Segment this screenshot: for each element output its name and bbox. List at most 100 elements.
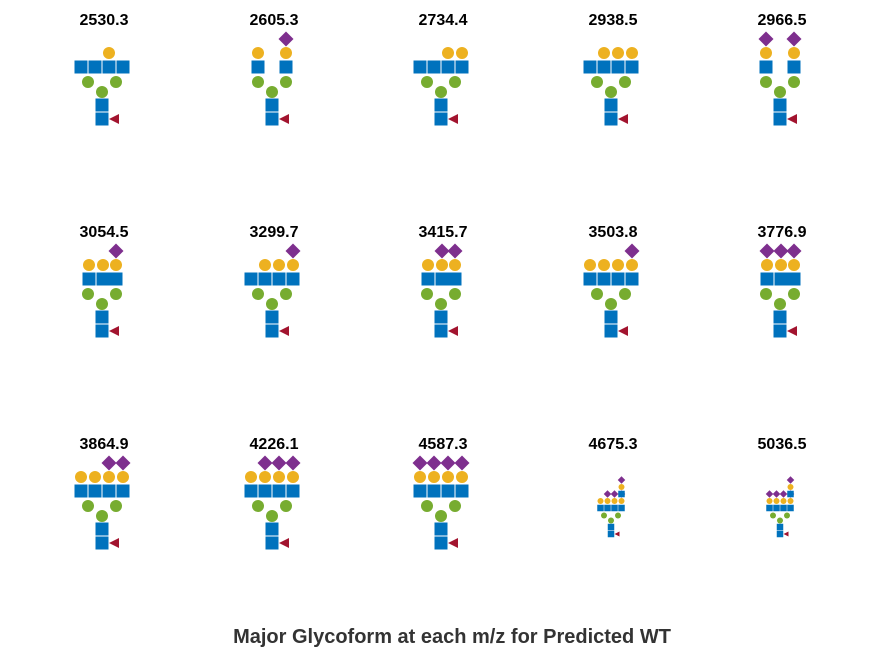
galactose-circle	[252, 47, 264, 59]
glcnac-square	[441, 60, 455, 74]
glcnac-square	[95, 536, 109, 550]
mass-label: 3054.5	[80, 224, 129, 241]
sialic-acid-diamond	[426, 455, 442, 471]
glcnac-square	[760, 272, 774, 286]
galactose-circle	[103, 47, 115, 59]
galactose-circle	[456, 47, 468, 59]
glcnac-square	[95, 112, 109, 126]
glcnac-square	[286, 484, 300, 498]
glcnac-square	[265, 536, 279, 550]
glcnac-square	[583, 60, 597, 74]
glcnac-square	[251, 60, 265, 74]
glcnac-square	[597, 272, 611, 286]
glcnac-square	[427, 484, 441, 498]
mannose-circle	[421, 500, 433, 512]
sialic-acid-diamond	[271, 455, 287, 471]
glcnac-square	[435, 272, 449, 286]
galactose-circle	[83, 259, 95, 271]
sialic-acid-diamond	[772, 490, 781, 498]
glcnac-square	[604, 310, 618, 324]
mass-label: 3503.8	[589, 224, 638, 241]
sialic-acid-diamond	[759, 243, 775, 259]
galactose-circle	[428, 471, 440, 483]
sialic-acid-diamond	[412, 455, 428, 471]
galactose-circle	[273, 259, 285, 271]
sialic-acid-diamond	[434, 243, 450, 259]
galactose-circle	[611, 498, 618, 504]
mannose-circle	[96, 86, 108, 98]
glcnac-square	[272, 484, 286, 498]
glycan-panel: 3415.7	[419, 224, 468, 338]
glcnac-square	[759, 60, 773, 74]
glcnac-square	[787, 272, 801, 286]
glcnac-square	[265, 310, 279, 324]
glcnac-square	[774, 272, 788, 286]
sialic-acid-diamond	[773, 243, 789, 259]
glcnac-square	[773, 112, 787, 126]
glcnac-square	[441, 484, 455, 498]
glycan-panel: 3299.7	[244, 224, 301, 338]
glcnac-square	[455, 484, 469, 498]
glycan-panel: 4587.3	[412, 436, 470, 550]
mannose-circle	[605, 298, 617, 310]
mannose-circle	[280, 76, 292, 88]
glcnac-square	[448, 272, 462, 286]
glycan-panel: 2938.5	[583, 12, 639, 126]
glcnac-square	[82, 272, 96, 286]
glcnac-square	[88, 484, 102, 498]
mannose-circle	[449, 288, 461, 300]
glcnac-square	[116, 60, 130, 74]
mannose-circle	[421, 288, 433, 300]
glcnac-square	[96, 272, 110, 286]
glycan-panel: 3054.5	[80, 224, 129, 338]
mass-label: 2605.3	[250, 12, 299, 29]
galactose-circle	[110, 259, 122, 271]
mannose-circle	[421, 76, 433, 88]
glycan-panel: 2966.5	[758, 12, 807, 126]
mannose-circle	[82, 76, 94, 88]
sialic-acid-diamond	[610, 490, 619, 498]
glcnac-square	[272, 272, 286, 286]
galactose-circle	[766, 498, 773, 504]
glycan-panel: 3503.8	[583, 224, 640, 338]
galactose-circle	[626, 47, 638, 59]
glcnac-square	[611, 504, 618, 512]
glcnac-square	[787, 490, 794, 498]
galactose-circle	[89, 471, 101, 483]
glcnac-square	[625, 60, 639, 74]
sialic-acid-diamond	[278, 31, 294, 47]
galactose-circle	[117, 471, 129, 483]
glcnac-square	[102, 484, 116, 498]
galactose-circle	[780, 498, 787, 504]
mass-label: 4675.3	[589, 436, 638, 453]
mannose-circle	[435, 86, 447, 98]
mass-label: 2938.5	[589, 12, 638, 29]
galactose-circle	[788, 47, 800, 59]
glcnac-square	[604, 504, 611, 512]
glcnac-square	[776, 523, 784, 531]
galactose-circle	[103, 471, 115, 483]
mass-label: 3776.9	[758, 224, 807, 241]
glcnac-square	[604, 324, 618, 338]
fucose-triangle	[279, 114, 289, 124]
mannose-circle	[777, 517, 783, 524]
mannose-circle	[788, 76, 800, 88]
mannose-circle	[591, 288, 603, 300]
glcnac-square	[787, 504, 794, 512]
glcnac-square	[95, 324, 109, 338]
mannose-circle	[615, 512, 621, 519]
glcnac-square	[434, 310, 448, 324]
fucose-triangle	[109, 326, 119, 336]
figure-title: Major Glycoform at each m/z for Predicte…	[233, 626, 671, 648]
mass-label: 2734.4	[419, 12, 468, 29]
glycan-panel: 4675.3	[589, 436, 638, 538]
sialic-acid-diamond	[603, 490, 612, 498]
mass-label: 3299.7	[250, 224, 299, 241]
glcnac-square	[279, 60, 293, 74]
glcnac-square	[421, 272, 435, 286]
mannose-circle	[252, 288, 264, 300]
glcnac-square	[604, 98, 618, 112]
galactose-circle	[787, 484, 794, 490]
galactose-circle	[626, 259, 638, 271]
